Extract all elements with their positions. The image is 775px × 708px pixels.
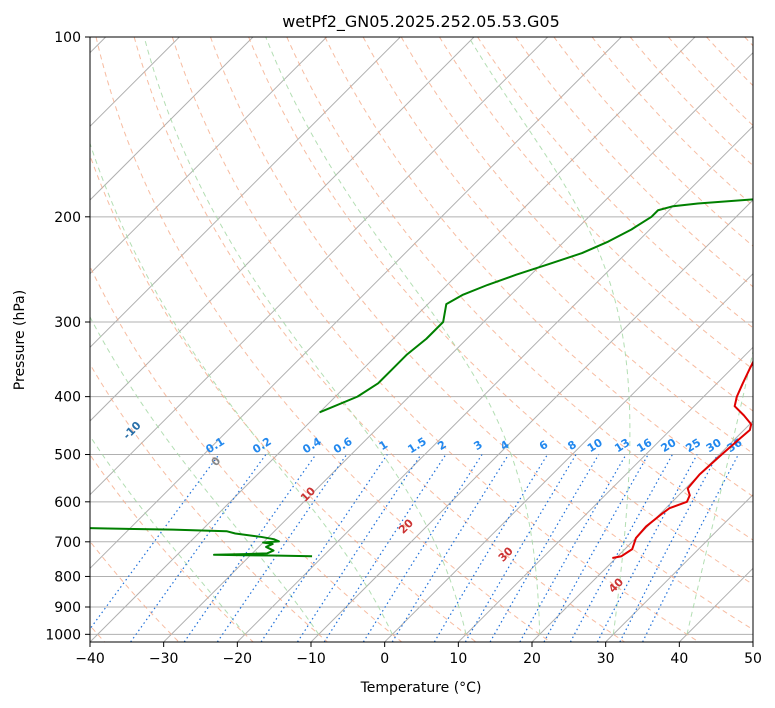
dry-adiabat-line <box>90 363 328 642</box>
dewpoint-profile-line <box>319 198 753 414</box>
dry-adiabat-line <box>629 37 753 167</box>
axis-ticks: −40 −30 −20 −10 0 10 20 30 40 50 100 200 300 400 500 60… <box>45 30 762 667</box>
mixing-ratio-line <box>362 454 483 642</box>
background-lines <box>90 37 753 642</box>
isotherm-line <box>90 37 622 570</box>
mixing-ratio-line <box>323 454 447 642</box>
moist-adiabat-line <box>468 37 631 635</box>
moist-adiabat-line <box>90 315 320 635</box>
profile-lines <box>90 198 753 559</box>
mixing-ratio-line <box>183 454 317 642</box>
isotherm-line <box>384 272 753 642</box>
isotherm-line <box>163 51 753 642</box>
dry-adiabat-line <box>210 37 753 631</box>
mixing-ratio-line <box>619 454 719 642</box>
y-tick-label: 1000 <box>45 627 81 643</box>
isotherm-line <box>90 37 254 201</box>
moist-adiabat-line <box>90 141 393 635</box>
mixing-ratio-line <box>130 454 267 642</box>
isotherm-line <box>90 37 401 349</box>
x-tick-label: 30 <box>597 651 615 667</box>
dry-adiabat-line <box>171 37 700 642</box>
isotherm-line <box>457 346 753 642</box>
y-tick-label: 400 <box>54 390 81 406</box>
y-tick-label: 300 <box>54 315 81 331</box>
isotherm-line <box>310 199 753 642</box>
x-tick-label: 0 <box>380 651 389 667</box>
dry-adiabat-line <box>515 37 753 288</box>
plot-frame <box>89 36 754 643</box>
x-tick-label: −10 <box>296 651 326 667</box>
temperature-profile-line <box>612 360 753 559</box>
y-tick-label: 200 <box>54 210 81 226</box>
isotherm-line <box>236 125 753 642</box>
dry-adiabat-line <box>95 37 551 642</box>
x-tick-label: −40 <box>75 651 105 667</box>
y-tick-label: 800 <box>54 569 81 585</box>
isotherm-line <box>531 420 753 642</box>
x-tick-label: 10 <box>449 651 467 667</box>
x-axis-label: Temperature (°C) <box>360 680 482 696</box>
dry-adiabat-line <box>133 37 625 642</box>
x-tick-label: −20 <box>223 651 253 667</box>
y-tick-label: 600 <box>54 495 81 511</box>
isotherm-line <box>90 37 549 496</box>
isotherm-line <box>90 37 328 275</box>
chart-title: wetPf2_GN05.2025.252.05.53.G05 <box>282 12 560 32</box>
mixing-ratio-line <box>519 454 627 642</box>
mixing-ratio-line <box>296 454 422 642</box>
y-tick-label: 700 <box>54 535 81 551</box>
isotherm-line <box>90 37 475 422</box>
mixing-ratio-line <box>216 454 348 642</box>
y-axis-label: Pressure (hPa) <box>12 290 28 390</box>
mixing-ratio-line <box>260 454 388 642</box>
mixing-ratio-line <box>391 454 510 642</box>
x-tick-label: 20 <box>523 651 541 667</box>
x-tick-label: 40 <box>670 651 688 667</box>
dry-adiabat-line <box>324 37 753 498</box>
y-tick-label: 100 <box>54 30 81 46</box>
isotherm-line <box>90 37 696 642</box>
x-tick-label: −30 <box>149 651 179 667</box>
mixing-ratio-line <box>90 454 220 630</box>
isotherm-line <box>605 493 753 642</box>
mixing-ratio-line <box>596 454 698 642</box>
dry-adiabat-line <box>400 37 753 412</box>
y-tick-label: 500 <box>54 448 81 464</box>
y-tick-label: 900 <box>54 600 81 616</box>
moist-adiabat-line <box>265 37 541 635</box>
mixing-ratio-line <box>489 454 600 642</box>
dry-adiabat-line <box>362 37 753 455</box>
dry-adiabat-line <box>286 37 753 541</box>
dry-adiabat-line <box>90 154 477 642</box>
mixing-ratio-line <box>642 454 739 642</box>
x-tick-label: 50 <box>744 651 762 667</box>
dry-adiabat-line <box>248 37 753 586</box>
dewpoint-profile-line <box>90 527 313 558</box>
